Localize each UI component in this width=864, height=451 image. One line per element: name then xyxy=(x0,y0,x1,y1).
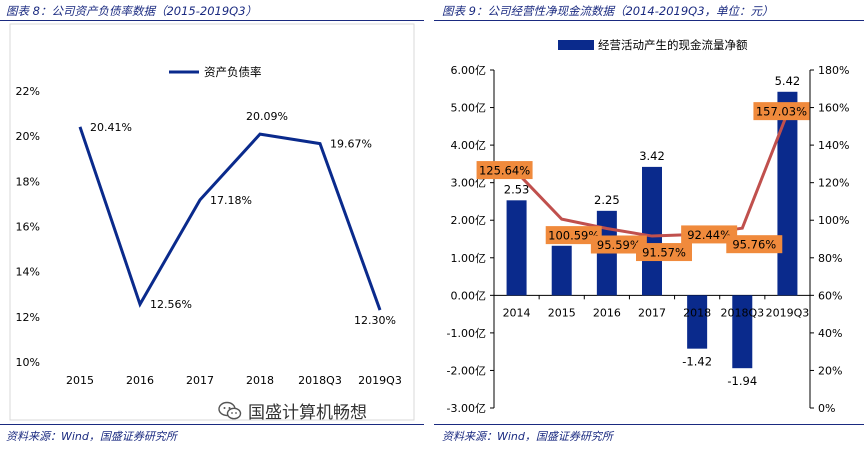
right-ratio-label-box xyxy=(590,235,647,254)
left-legend-label: 资产负债率 xyxy=(204,65,262,79)
right-left-tick-label: -3.00亿 xyxy=(447,402,486,415)
left-data-label: 19.67% xyxy=(330,138,372,151)
right-source: 资料来源：Wind，国盛证券研究所 xyxy=(442,430,613,443)
right-ratio-label-box xyxy=(476,161,533,180)
cashflow-combo-chart: -3.00亿 -2.00亿 -1.00亿 0.00亿 1.00亿 2.00亿 3.00亿 4.… xyxy=(447,38,850,415)
right-right-tick-label: 100% xyxy=(818,214,849,227)
right-bar-label: -1.42 xyxy=(682,355,712,369)
right-ratio-label-box xyxy=(636,243,692,262)
right-right-tick-label: 0% xyxy=(818,402,835,415)
right-right-tick-label: 180% xyxy=(818,64,849,77)
right-legend-swatch xyxy=(558,40,594,50)
right-ratio-label-box xyxy=(753,102,810,121)
right-left-tick-label: 1.00亿 xyxy=(451,252,487,265)
left-ytick-label: 18% xyxy=(16,175,40,188)
right-xtick-label: 2014 xyxy=(503,306,531,319)
left-ytick-label: 12% xyxy=(16,311,40,324)
right-left-tick-label: 4.00亿 xyxy=(451,139,487,152)
right-ratio-label-box xyxy=(545,226,602,245)
right-xtick-label: 2016 xyxy=(593,306,621,319)
left-data-label: 20.41% xyxy=(90,121,132,134)
right-xtick-label: 2018Q3 xyxy=(720,306,764,319)
wechat-icon xyxy=(218,401,242,419)
left-caption-rule xyxy=(0,20,424,21)
right-bar xyxy=(732,295,753,369)
right-xtick-label: 2017 xyxy=(638,306,666,319)
left-data-label: 17.18% xyxy=(210,194,252,207)
right-xtick-label: 2018 xyxy=(683,306,711,319)
right-bar-label: 5.42 xyxy=(775,74,801,88)
right-left-tick-label: 6.00亿 xyxy=(451,64,487,77)
left-source-rule xyxy=(0,424,424,425)
right-ratio-label: 157.03% xyxy=(756,105,807,119)
right-left-tick-label: 3.00亿 xyxy=(451,177,487,190)
right-right-tick-label: 40% xyxy=(818,327,842,340)
left-ytick-label: 10% xyxy=(16,356,40,369)
right-figure: 图表 9：公司经营性净现金流数据（2014-2019Q3，单位：元） -3.00… xyxy=(434,0,864,451)
right-xtick-label: 2019Q3 xyxy=(766,306,810,319)
left-ytick-label: 20% xyxy=(16,130,40,143)
right-right-tick-label: 160% xyxy=(818,102,849,115)
right-ratio-label: 125.64% xyxy=(479,164,530,178)
left-chart-frame xyxy=(9,23,415,421)
right-ratio-label: 91.57% xyxy=(642,246,686,260)
right-ratio-label: 100.59% xyxy=(548,229,599,243)
left-xtick-label: 2019Q3 xyxy=(358,374,402,387)
right-ratio-label: 92.44% xyxy=(687,228,731,242)
right-bar xyxy=(551,245,572,296)
left-data-label: 20.09% xyxy=(246,110,288,123)
right-bar-label: 2.25 xyxy=(594,193,620,207)
right-left-tick-label: -1.00亿 xyxy=(447,327,486,340)
right-xtick-label: 2015 xyxy=(548,306,576,319)
right-source-rule xyxy=(434,424,864,425)
right-bar xyxy=(642,166,662,296)
right-left-tick-label: 0.00亿 xyxy=(451,289,487,302)
right-ratio-label: 95.59% xyxy=(597,238,641,252)
right-right-tick-label: 120% xyxy=(818,177,849,190)
right-bar xyxy=(777,91,798,296)
watermark: 国盛计算机畅想 xyxy=(218,398,367,423)
left-ytick-label: 16% xyxy=(16,221,40,234)
left-xtick-label: 2018Q3 xyxy=(298,374,342,387)
left-ytick-label: 14% xyxy=(16,266,40,279)
right-ratio-label-box xyxy=(726,235,783,254)
right-right-tick-label: 20% xyxy=(818,364,842,377)
right-right-tick-label: 140% xyxy=(818,139,849,152)
debt-ratio-line-chart: 10% 12% 14% 16% 18% 20% 22% 2015 2016 2017 2018 201… xyxy=(9,23,415,421)
watermark-text: 国盛计算机畅想 xyxy=(248,403,367,423)
right-legend-label: 经营活动产生的现金流量净额 xyxy=(598,38,748,52)
left-data-label: 12.30% xyxy=(354,314,396,327)
left-xtick-label: 2017 xyxy=(186,374,214,387)
right-ratio-label-box xyxy=(681,225,738,244)
left-ytick-label: 22% xyxy=(16,85,40,98)
left-xtick-label: 2016 xyxy=(126,374,154,387)
right-bar-label: 3.42 xyxy=(639,149,665,163)
left-figure: 图表 8：公司资产负债率数据（2015-2019Q3） 10% 12% 14% 16%… xyxy=(0,0,424,451)
right-ratio-label: 95.76% xyxy=(732,238,776,252)
right-right-tick-label: 80% xyxy=(818,252,842,265)
right-caption-rule xyxy=(434,20,864,21)
right-ratio-line xyxy=(515,112,789,238)
right-bar xyxy=(506,200,527,296)
right-left-tick-label: 2.00亿 xyxy=(451,214,487,227)
left-source: 资料来源：Wind，国盛证券研究所 xyxy=(6,430,177,443)
right-bar-label: 2.53 xyxy=(504,182,530,196)
left-data-label: 12.56% xyxy=(150,298,192,311)
left-xtick-label: 2018 xyxy=(246,374,274,387)
right-bar-label: -1.94 xyxy=(727,374,757,388)
right-caption: 图表 9：公司经营性净现金流数据（2014-2019Q3，单位：元） xyxy=(442,4,774,18)
left-xtick-label: 2015 xyxy=(66,374,94,387)
left-series-line xyxy=(78,126,382,311)
right-right-tick-label: 60% xyxy=(818,289,842,302)
left-caption: 图表 8：公司资产负债率数据（2015-2019Q3） xyxy=(6,4,258,18)
right-bar xyxy=(687,295,708,349)
right-left-tick-label: -2.00亿 xyxy=(447,364,486,377)
right-left-tick-label: 5.00亿 xyxy=(451,102,487,115)
